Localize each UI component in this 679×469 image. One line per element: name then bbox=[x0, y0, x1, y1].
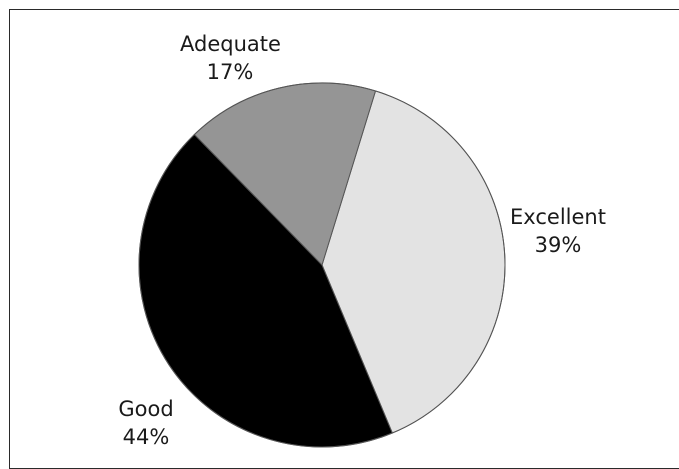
slice-label-name: Adequate bbox=[180, 32, 281, 56]
slice-label-adequate: Adequate 17% bbox=[180, 30, 281, 86]
slice-label-excellent: Excellent 39% bbox=[508, 203, 608, 259]
pie-chart bbox=[138, 82, 506, 448]
pie-outline bbox=[138, 82, 506, 448]
slice-label-percent: 39% bbox=[534, 233, 582, 257]
slice-label-name: Good bbox=[118, 397, 174, 421]
slice-label-percent: 44% bbox=[122, 425, 170, 449]
slice-label-percent: 17% bbox=[206, 60, 254, 84]
slice-label-name: Excellent bbox=[510, 205, 606, 229]
slice-label-good: Good 44% bbox=[106, 395, 186, 451]
